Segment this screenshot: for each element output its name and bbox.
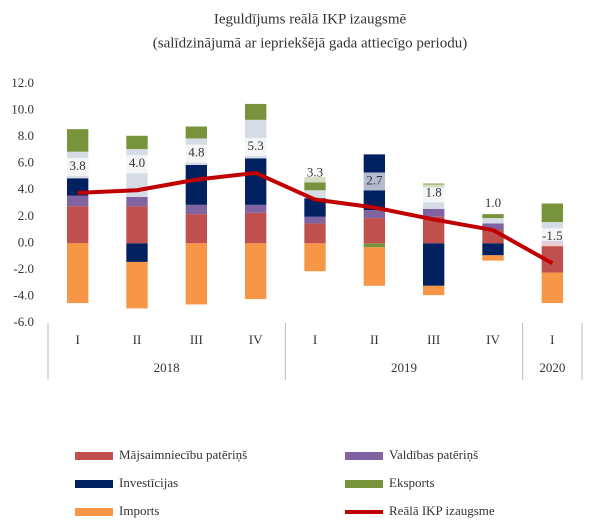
bar-segment xyxy=(482,243,504,256)
bar-segment xyxy=(422,208,445,217)
y-tick-label: 0.0 xyxy=(18,234,34,249)
bar-segment xyxy=(244,204,267,213)
data-label: 3.8 xyxy=(70,158,86,173)
bar-segment xyxy=(185,164,208,205)
label-box xyxy=(420,184,447,203)
label-box xyxy=(539,228,566,247)
x-tick-label: IV xyxy=(249,332,263,347)
legend-label: Imports xyxy=(119,503,159,518)
bar-segment xyxy=(185,126,208,139)
bar-segment xyxy=(244,103,267,120)
x-tick-label: I xyxy=(550,332,554,347)
legend-label: Reālā IKP izaugsme xyxy=(389,503,495,518)
chart-title: Ieguldījums reālā IKP izaugsmē xyxy=(214,11,407,27)
bar-segment xyxy=(422,216,445,244)
legend-swatch xyxy=(75,480,113,488)
bar-segment xyxy=(482,255,504,261)
group-label: 2018 xyxy=(154,360,180,375)
y-tick-label: 4.0 xyxy=(18,181,34,196)
y-tick-label: 2.0 xyxy=(18,208,34,223)
x-tick-label: IV xyxy=(486,332,500,347)
label-box xyxy=(242,137,269,156)
bar-segment xyxy=(126,243,148,262)
bar-segment xyxy=(482,214,504,219)
bar-segment xyxy=(363,247,386,286)
data-label: 1.0 xyxy=(485,195,501,210)
bar-segment xyxy=(66,206,89,244)
bar-segment xyxy=(244,212,267,244)
x-tick-label: II xyxy=(370,332,379,347)
label-box xyxy=(64,157,91,176)
bar-segment xyxy=(185,204,208,215)
legend-label: Valdības patēriņš xyxy=(389,447,478,462)
line-series xyxy=(77,170,554,265)
legend-label: Mājsaimniecību patēriņš xyxy=(119,447,247,462)
x-tick-label: III xyxy=(190,332,203,347)
label-box xyxy=(302,164,328,183)
bar-segment xyxy=(541,243,564,273)
data-label: 2.7 xyxy=(366,172,383,187)
bar-segment xyxy=(66,243,89,304)
y-tick-label: -6.0 xyxy=(13,314,34,329)
bar-segment xyxy=(244,158,267,205)
legend-label: Eksports xyxy=(389,475,435,490)
label-box xyxy=(480,195,506,214)
x-tick-label: II xyxy=(133,332,142,347)
data-label: 1.8 xyxy=(426,184,442,199)
label-box xyxy=(183,144,210,163)
bar-segment xyxy=(541,272,564,304)
data-label: 4.0 xyxy=(129,155,145,170)
y-tick-label: 10.0 xyxy=(11,102,34,117)
bar-segment xyxy=(422,243,445,286)
bar-segment xyxy=(482,218,504,224)
bar-segment xyxy=(304,190,326,199)
label-box xyxy=(361,172,388,191)
legend-swatch xyxy=(345,480,383,488)
bar-segment xyxy=(541,203,564,223)
group-label: 2020 xyxy=(539,360,565,375)
legend-swatch xyxy=(75,452,113,460)
bar-segment xyxy=(304,223,326,244)
bar-segment xyxy=(66,129,89,152)
bar-segment xyxy=(126,206,148,244)
y-tick-label: 8.0 xyxy=(18,128,34,143)
bar-segment xyxy=(304,198,326,217)
bar-segment xyxy=(244,243,267,300)
y-tick-label: 6.0 xyxy=(18,155,34,170)
x-tick-label: I xyxy=(75,332,79,347)
bar-segment xyxy=(363,218,386,244)
x-tick-label: III xyxy=(427,332,440,347)
bar-segment xyxy=(126,196,148,207)
data-label: -1.5 xyxy=(542,228,563,243)
bar-segment xyxy=(304,216,326,224)
legend-swatch xyxy=(75,508,113,516)
bar-segment xyxy=(66,195,89,207)
data-label: 5.3 xyxy=(248,138,264,153)
group-label: 2019 xyxy=(391,360,417,375)
y-tick-label: -4.0 xyxy=(13,287,34,302)
bar-segment xyxy=(185,243,208,305)
x-tick-label: I xyxy=(313,332,317,347)
legend-label: Investīcijas xyxy=(119,475,178,490)
data-label: 4.8 xyxy=(188,145,204,160)
bar-segment xyxy=(185,214,208,244)
bar-segment xyxy=(422,285,445,296)
bar-segment xyxy=(363,210,386,219)
y-tick-label: 12.0 xyxy=(11,75,34,90)
bar-segment xyxy=(126,135,148,150)
label-box xyxy=(124,155,150,174)
chart-subtitle: (salīdzinājumā ar iepriekšējā gada attie… xyxy=(153,35,467,51)
bar-segment xyxy=(363,243,386,248)
bar-segment xyxy=(304,243,326,272)
legend-swatch xyxy=(345,452,383,460)
bar-segment xyxy=(126,261,148,309)
data-label: 3.3 xyxy=(307,165,323,180)
bar-segment xyxy=(482,223,504,231)
y-tick-label: -2.0 xyxy=(13,261,34,276)
